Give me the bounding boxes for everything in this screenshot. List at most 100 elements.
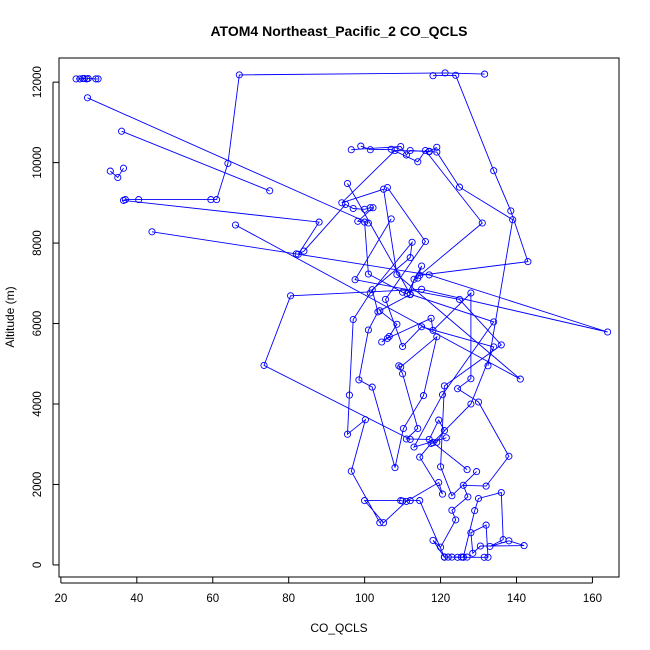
series-point <box>474 398 483 406</box>
secondary-path-point <box>119 164 128 172</box>
secondary-path-point <box>507 207 515 215</box>
series-line <box>121 72 525 558</box>
series-point <box>481 70 489 78</box>
series-point <box>364 326 372 334</box>
series-line <box>119 69 528 561</box>
secondary-path-point <box>76 75 84 83</box>
series-point <box>448 506 456 514</box>
secondary-path-point <box>463 466 471 474</box>
secondary-path-point <box>94 75 102 83</box>
y-tick-label: 6000 <box>32 311 44 337</box>
series-point <box>416 497 424 505</box>
series-point <box>484 553 492 561</box>
y-tick-label: 4000 <box>32 391 44 417</box>
series-point <box>480 553 488 561</box>
secondary-path-point <box>516 375 524 383</box>
secondary-path-point <box>402 151 410 159</box>
series-point <box>347 467 355 475</box>
series-point <box>441 69 449 77</box>
secondary-path-line <box>110 167 124 179</box>
series-point <box>416 453 424 461</box>
secondary-path-point <box>366 146 374 154</box>
secondary-path-point <box>406 146 414 155</box>
series-point <box>476 542 484 550</box>
secondary-path-point <box>442 434 450 442</box>
secondary-path-point <box>383 183 391 192</box>
series-point <box>399 424 407 433</box>
x-tick-label: 80 <box>282 593 295 605</box>
series-point <box>361 416 369 424</box>
secondary-path-point <box>106 167 114 175</box>
secondary-path-point <box>338 199 346 207</box>
series-point <box>349 204 357 213</box>
series-point <box>403 290 411 298</box>
series-point <box>378 338 386 346</box>
secondary-path-point <box>92 75 100 83</box>
series-point <box>355 376 363 384</box>
series-point <box>349 315 357 324</box>
series-point <box>402 497 410 505</box>
secondary-path-point <box>433 143 441 151</box>
secondary-path-point <box>343 179 352 188</box>
series-point <box>469 549 477 557</box>
series-point <box>454 553 462 561</box>
series-point <box>361 497 369 505</box>
series-point <box>406 254 414 262</box>
series-point <box>486 542 494 550</box>
secondary-path-point <box>287 292 295 300</box>
secondary-path-point <box>421 237 429 246</box>
series-point <box>440 427 448 435</box>
series-point <box>135 196 143 204</box>
series-point <box>380 519 388 527</box>
y-tick-label: 8000 <box>32 230 44 256</box>
secondary-path-point <box>83 94 92 102</box>
series-point <box>418 262 426 270</box>
secondary-path-point <box>266 187 274 195</box>
secondary-path-point <box>448 492 456 500</box>
secondary-path-point <box>437 463 445 471</box>
secondary-path-point <box>418 323 426 331</box>
series-point <box>419 392 428 400</box>
secondary-path-point <box>497 341 505 349</box>
secondary-path-point <box>260 361 268 369</box>
series-point <box>383 334 391 342</box>
series-point <box>482 521 490 529</box>
secondary-path-point <box>433 148 441 156</box>
secondary-path-line <box>384 187 495 470</box>
series-point <box>213 196 221 204</box>
series-point <box>402 435 410 443</box>
series-point <box>376 307 384 315</box>
secondary-path-point <box>72 75 80 83</box>
series-point <box>376 519 384 527</box>
series-point <box>464 493 472 501</box>
x-tick-label: 40 <box>130 593 143 605</box>
x-tick-label: 60 <box>206 593 219 605</box>
series-point <box>471 507 479 515</box>
series-point <box>482 482 490 490</box>
series-point <box>300 247 308 255</box>
series-point <box>385 332 393 340</box>
series-point <box>364 270 372 278</box>
series-point <box>414 424 422 433</box>
series-point <box>366 204 374 212</box>
series-point <box>448 553 456 561</box>
series-point <box>459 481 467 489</box>
series-point <box>452 516 460 524</box>
series-point <box>393 320 401 328</box>
y-tick-label: 10000 <box>32 147 44 179</box>
secondary-path-point <box>425 148 433 156</box>
x-tick-label: 20 <box>54 593 67 605</box>
secondary-path-point <box>509 216 517 224</box>
series-point <box>438 490 447 498</box>
secondary-path-point <box>467 400 475 408</box>
series-point <box>368 383 376 391</box>
series-point <box>467 375 475 383</box>
series-point <box>374 308 382 316</box>
y-axis: 0 2000 4000 6000 8000 10000 12000 <box>32 66 59 568</box>
series-point <box>414 274 422 282</box>
series-point <box>427 314 435 322</box>
series-point <box>369 204 377 212</box>
secondary-path-point <box>484 362 492 370</box>
series-point <box>497 488 505 497</box>
